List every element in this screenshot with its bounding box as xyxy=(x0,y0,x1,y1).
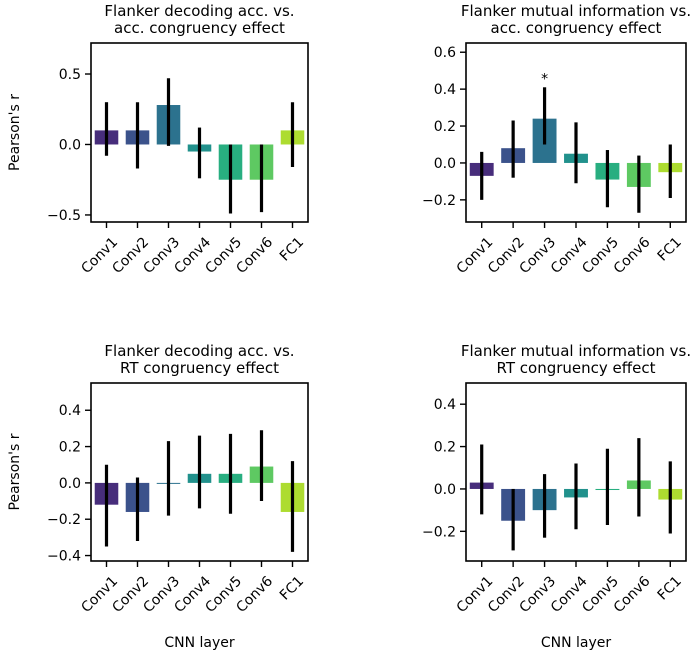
chart-title-line: acc. congruency effect xyxy=(491,19,662,37)
y-tick-label: −0.2 xyxy=(422,524,456,540)
x-tick-label-fc1: FC1 xyxy=(655,573,685,603)
y-tick-label: −0.5 xyxy=(47,208,81,224)
x-tick-label-fc1: FC1 xyxy=(655,234,685,264)
y-tick-label: −0.2 xyxy=(422,193,456,209)
chart-title-line: Flanker mutual information vs. xyxy=(461,2,691,20)
chart-title-line: RT congruency effect xyxy=(497,359,656,377)
x-tick-label-fc1: FC1 xyxy=(277,573,307,603)
y-tick-label: −0.2 xyxy=(47,512,81,528)
x-axis-label: CNN layer xyxy=(541,635,612,651)
y-tick-label: 0.2 xyxy=(434,119,456,135)
x-tick-label-conv6: Conv6 xyxy=(611,573,654,616)
y-axis-label: Pearson's r xyxy=(7,94,23,171)
chart-panel-1: Flanker decoding acc. vs.acc. congruency… xyxy=(7,2,309,277)
y-tick-label: 0.2 xyxy=(59,440,81,456)
y-tick-label: 0.0 xyxy=(434,156,456,172)
y-tick-label: 0.5 xyxy=(59,67,81,83)
y-tick-label: 0.6 xyxy=(434,45,456,61)
y-tick-label: 0.0 xyxy=(59,137,81,153)
x-tick-label-conv6: Conv6 xyxy=(611,234,654,277)
significance-star: * xyxy=(541,71,548,87)
chart-title-line: acc. congruency effect xyxy=(114,19,285,37)
y-tick-label: 0.0 xyxy=(59,476,81,492)
y-tick-label: −0.4 xyxy=(47,549,81,565)
x-tick-label-fc1: FC1 xyxy=(277,234,307,264)
chart-title-line: RT congruency effect xyxy=(120,359,279,377)
chart-panel-3: Flanker decoding acc. vs.RT congruency e… xyxy=(7,342,309,651)
chart-title-line: Flanker decoding acc. vs. xyxy=(104,2,294,20)
chart-title-line: Flanker mutual information vs. xyxy=(461,342,691,360)
chart-panel-4: Flanker mutual information vs.RT congrue… xyxy=(422,342,691,651)
x-axis-label: CNN layer xyxy=(164,635,235,651)
chart-panel-2: Flanker mutual information vs.acc. congr… xyxy=(422,2,691,277)
chart-title-line: Flanker decoding acc. vs. xyxy=(104,342,294,360)
y-tick-label: 0.2 xyxy=(434,440,456,456)
y-tick-label: 0.4 xyxy=(59,403,81,419)
y-tick-label: 0.4 xyxy=(434,82,456,98)
y-tick-label: 0.4 xyxy=(434,397,456,413)
y-axis-label: Pearson's r xyxy=(7,433,23,510)
y-tick-label: 0.0 xyxy=(434,482,456,498)
